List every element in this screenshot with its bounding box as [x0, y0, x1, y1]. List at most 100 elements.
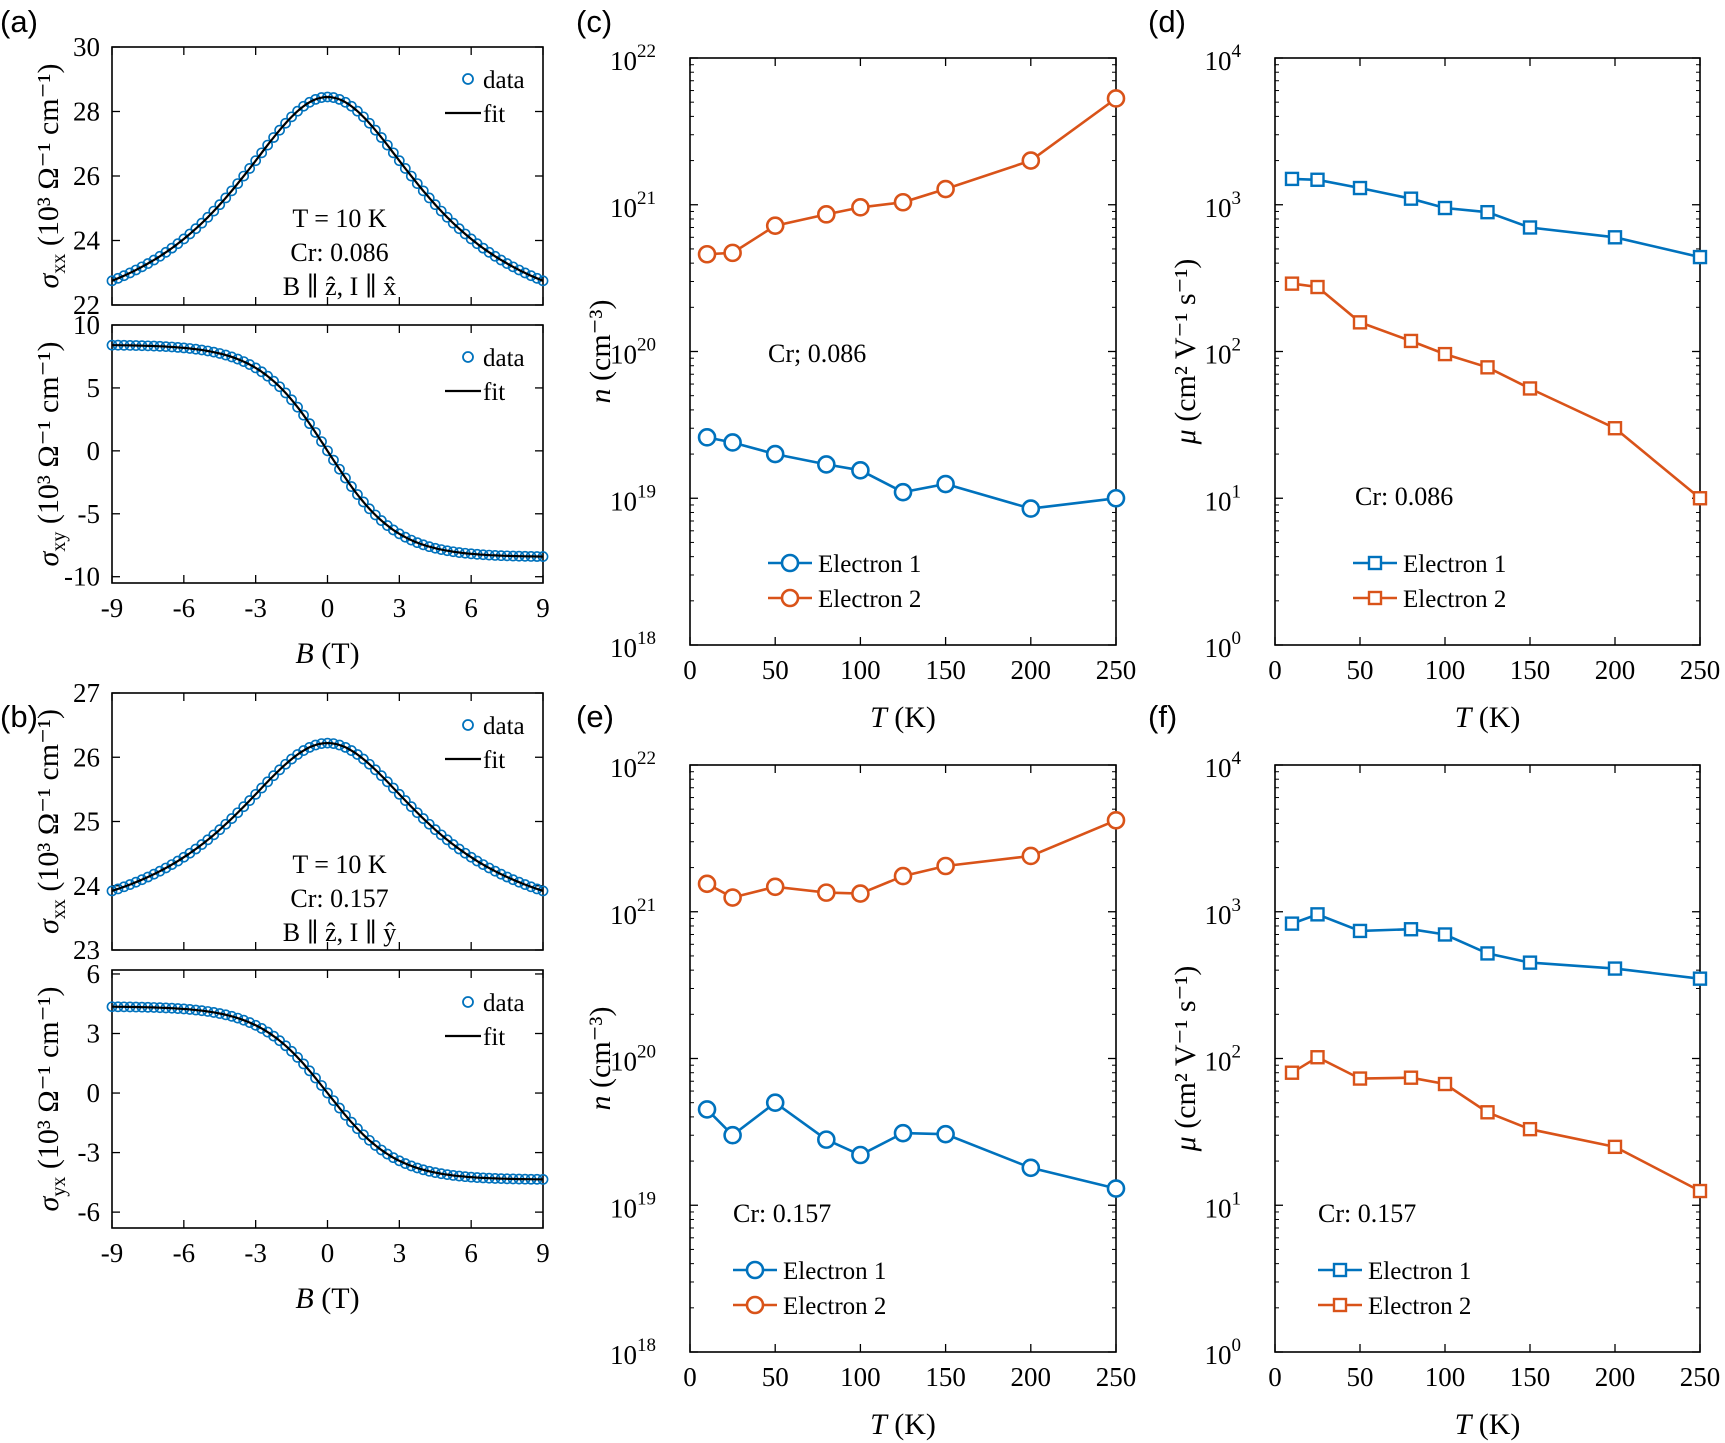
data-point [723, 433, 742, 452]
data-point [148, 868, 160, 880]
x-tick-label: 50 [1347, 1362, 1374, 1392]
data-point [387, 782, 399, 794]
data-point [232, 807, 244, 819]
panel-c: 0 50 100 150 200 250 1018 1019 1020 1021 1022 Elect… [576, 4, 1136, 734]
annotation-composition: Cr: 0.157 [290, 884, 388, 913]
y-tick-label: 22 [73, 290, 100, 320]
data-point [208, 205, 220, 217]
data-point [1437, 346, 1453, 362]
data-point [358, 111, 369, 123]
data-point [184, 228, 196, 240]
data-point [268, 375, 280, 387]
legend: Electron 1 Electron 2 [1318, 1258, 1471, 1320]
data-point [124, 267, 136, 279]
x-tick-label: 200 [1011, 655, 1052, 685]
x-tick-label: 9 [536, 1238, 550, 1268]
data-point [411, 537, 423, 549]
data-point [435, 205, 447, 217]
data-point [220, 818, 232, 830]
series-1 [697, 1093, 1126, 1198]
data-point [214, 199, 226, 211]
data-point [393, 528, 405, 540]
data-point [399, 531, 411, 543]
data-point [531, 272, 543, 284]
data-point [274, 764, 286, 776]
y-tick-label: 1019 [610, 1188, 656, 1223]
legend-label-fit: fit [483, 1024, 505, 1051]
data-point [226, 185, 238, 197]
data-point [142, 871, 154, 883]
data-point [893, 866, 913, 886]
data-point [1021, 846, 1041, 866]
data-point [851, 1145, 870, 1165]
legend-marker-data [462, 996, 474, 1008]
data-point [411, 178, 423, 189]
annotation-composition: Cr: 0.086 [290, 238, 388, 267]
data-point [226, 813, 238, 824]
y-tick-label: 5 [87, 373, 101, 403]
y-tick-label: 28 [73, 97, 100, 127]
legend-marker-data [462, 73, 474, 85]
x-tick-label: -9 [101, 593, 124, 623]
data-point [817, 455, 836, 474]
legend: Electron 1 Electron 2 [1353, 551, 1506, 613]
data-point [232, 1012, 244, 1024]
x-tick-label: 3 [393, 1238, 407, 1268]
data-point [238, 1014, 250, 1026]
x-tick-label: -9 [101, 1238, 124, 1268]
data-point [298, 1058, 309, 1070]
data-point [893, 192, 913, 212]
data-point [697, 428, 717, 447]
x-tick-label: 150 [1510, 655, 1551, 685]
data-point [893, 482, 913, 502]
y-tick-label: 1022 [610, 41, 656, 76]
data-point [268, 132, 280, 143]
x-tick-label: 0 [683, 655, 697, 685]
data-point [893, 1123, 913, 1143]
x-axis-label: T (K) [1455, 701, 1521, 734]
y-axis-label: σyx (10³ Ω⁻¹ cm⁻¹) [32, 987, 70, 1212]
data-point [1352, 923, 1368, 939]
data-point [232, 178, 244, 189]
data-point [340, 1109, 351, 1121]
y-axis-label: n (cm⁻³) [584, 1007, 617, 1111]
data-point [507, 874, 519, 886]
y-tick-label: 0 [87, 1078, 101, 1108]
data-point [1403, 191, 1419, 206]
data-point [1480, 204, 1495, 220]
data-point [226, 1010, 238, 1022]
data-point [1284, 171, 1300, 187]
y-tick-label: 101 [1205, 1188, 1242, 1223]
data-point [1607, 1139, 1623, 1155]
x-tick-label: 100 [1425, 655, 1466, 685]
x-tick-label: 6 [464, 1238, 478, 1268]
data-point [399, 163, 411, 174]
series-line [706, 1101, 1117, 1190]
y-tick-label: 25 [73, 807, 100, 837]
y-tick-label: 24 [73, 226, 101, 256]
data-point [519, 267, 531, 279]
y-axis-label: σxx (10³ Ω⁻¹ cm⁻¹) [32, 64, 70, 289]
data-point [501, 871, 513, 883]
data-point [405, 170, 417, 182]
data-series [106, 737, 549, 897]
data-point [723, 888, 742, 907]
y-tick-label: -6 [78, 1197, 101, 1227]
data-point [334, 739, 345, 751]
legend-label-data: data [483, 345, 525, 372]
data-point [405, 1160, 417, 1172]
data-point [851, 884, 870, 903]
data-point [1106, 89, 1126, 108]
data-point [411, 807, 423, 819]
legend-marker [745, 1260, 765, 1280]
x-axis-label: B (T) [295, 1282, 359, 1315]
y-tick-label: 104 [1205, 748, 1242, 783]
data-point [244, 1017, 256, 1028]
panel-d: 0 50 100 150 200 250 100 101 102 103 104 Electron 1… [1148, 4, 1720, 734]
data-point [322, 445, 333, 457]
x-tick-label: 0 [321, 593, 335, 623]
data-point [298, 745, 309, 756]
x-tick-label: 100 [840, 1362, 881, 1392]
data-point [399, 795, 411, 806]
